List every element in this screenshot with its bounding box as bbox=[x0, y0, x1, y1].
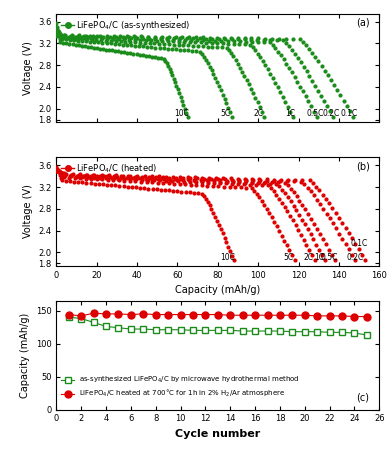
LiFePO$_4$/C heated at 700°C for 1h in 2% H$_2$/Ar atmosphere bbox=[315, 313, 319, 319]
Y-axis label: Voltage (V): Voltage (V) bbox=[23, 184, 33, 239]
Text: 0.2C: 0.2C bbox=[347, 253, 364, 262]
as-synthesized LiFePO$_4$/C by microwave hydrothermal method bbox=[67, 315, 71, 320]
LiFePO$_4$/C heated at 700°C for 1h in 2% H$_2$/Ar atmosphere bbox=[278, 312, 282, 318]
LiFePO$_4$/C heated at 700°C for 1h in 2% H$_2$/Ar atmosphere bbox=[302, 312, 307, 318]
Legend: LiFePO$_4$/C (heated): LiFePO$_4$/C (heated) bbox=[61, 161, 158, 176]
LiFePO$_4$/C heated at 700°C for 1h in 2% H$_2$/Ar atmosphere bbox=[352, 314, 357, 319]
as-synthesized LiFePO$_4$/C by microwave hydrothermal method bbox=[203, 328, 208, 333]
Y-axis label: Capacity (mAh/g): Capacity (mAh/g) bbox=[20, 312, 30, 398]
as-synthesized LiFePO$_4$/C by microwave hydrothermal method bbox=[340, 330, 344, 335]
as-synthesized LiFePO$_4$/C by microwave hydrothermal method bbox=[104, 324, 109, 329]
Line: as-synthesized LiFePO$_4$/C by microwave hydrothermal method: as-synthesized LiFePO$_4$/C by microwave… bbox=[66, 314, 370, 338]
Text: 0.1C: 0.1C bbox=[340, 109, 357, 118]
as-synthesized LiFePO$_4$/C by microwave hydrothermal method bbox=[216, 328, 220, 333]
Y-axis label: Voltage (V): Voltage (V) bbox=[23, 41, 33, 95]
LiFePO$_4$/C heated at 700°C for 1h in 2% H$_2$/Ar atmosphere bbox=[364, 314, 369, 319]
as-synthesized LiFePO$_4$/C by microwave hydrothermal method bbox=[253, 328, 258, 334]
LiFePO$_4$/C heated at 700°C for 1h in 2% H$_2$/Ar atmosphere bbox=[79, 313, 84, 319]
LiFePO$_4$/C heated at 700°C for 1h in 2% H$_2$/Ar atmosphere bbox=[153, 312, 158, 317]
LiFePO$_4$/C heated at 700°C for 1h in 2% H$_2$/Ar atmosphere bbox=[191, 312, 195, 317]
Line: LiFePO$_4$/C heated at 700°C for 1h in 2% H$_2$/Ar atmosphere: LiFePO$_4$/C heated at 700°C for 1h in 2… bbox=[65, 310, 370, 320]
X-axis label: Capacity (mAh/g): Capacity (mAh/g) bbox=[175, 285, 261, 295]
LiFePO$_4$/C heated at 700°C for 1h in 2% H$_2$/Ar atmosphere bbox=[116, 311, 121, 317]
as-synthesized LiFePO$_4$/C by microwave hydrothermal method bbox=[364, 332, 369, 338]
LiFePO$_4$/C heated at 700°C for 1h in 2% H$_2$/Ar atmosphere bbox=[178, 312, 183, 317]
Text: 2C: 2C bbox=[253, 109, 263, 118]
as-synthesized LiFePO$_4$/C by microwave hydrothermal method bbox=[153, 327, 158, 333]
Text: 5C: 5C bbox=[284, 253, 294, 262]
as-synthesized LiFePO$_4$/C by microwave hydrothermal method bbox=[79, 316, 84, 321]
as-synthesized LiFePO$_4$/C by microwave hydrothermal method bbox=[240, 328, 245, 334]
LiFePO$_4$/C heated at 700°C for 1h in 2% H$_2$/Ar atmosphere bbox=[290, 312, 295, 318]
Text: 0.1C: 0.1C bbox=[350, 239, 368, 248]
Legend: as-synthesized LiFePO$_4$/C by microwave hydrothermal method, LiFePO$_4$/C heate: as-synthesized LiFePO$_4$/C by microwave… bbox=[60, 374, 301, 400]
as-synthesized LiFePO$_4$/C by microwave hydrothermal method bbox=[141, 326, 145, 332]
Text: (b): (b) bbox=[356, 162, 370, 171]
as-synthesized LiFePO$_4$/C by microwave hydrothermal method bbox=[290, 329, 295, 334]
as-synthesized LiFePO$_4$/C by microwave hydrothermal method bbox=[228, 328, 233, 333]
Text: 10C: 10C bbox=[174, 109, 189, 118]
Text: 0.5C: 0.5C bbox=[306, 109, 323, 118]
LiFePO$_4$/C heated at 700°C for 1h in 2% H$_2$/Ar atmosphere bbox=[129, 312, 133, 317]
LiFePO$_4$/C heated at 700°C for 1h in 2% H$_2$/Ar atmosphere bbox=[327, 313, 332, 319]
LiFePO$_4$/C heated at 700°C for 1h in 2% H$_2$/Ar atmosphere bbox=[265, 312, 270, 318]
LiFePO$_4$/C heated at 700°C for 1h in 2% H$_2$/Ar atmosphere bbox=[216, 312, 220, 317]
as-synthesized LiFePO$_4$/C by microwave hydrothermal method bbox=[166, 327, 170, 333]
LiFePO$_4$/C heated at 700°C for 1h in 2% H$_2$/Ar atmosphere bbox=[166, 312, 170, 317]
LiFePO$_4$/C heated at 700°C for 1h in 2% H$_2$/Ar atmosphere bbox=[104, 311, 109, 317]
Text: 1C: 1C bbox=[314, 253, 324, 262]
LiFePO$_4$/C heated at 700°C for 1h in 2% H$_2$/Ar atmosphere bbox=[340, 313, 344, 319]
Text: 0.2C: 0.2C bbox=[322, 109, 340, 118]
Text: 1C: 1C bbox=[286, 109, 296, 118]
as-synthesized LiFePO$_4$/C by microwave hydrothermal method bbox=[116, 325, 121, 330]
as-synthesized LiFePO$_4$/C by microwave hydrothermal method bbox=[352, 330, 357, 336]
as-synthesized LiFePO$_4$/C by microwave hydrothermal method bbox=[265, 328, 270, 334]
LiFePO$_4$/C heated at 700°C for 1h in 2% H$_2$/Ar atmosphere bbox=[91, 310, 96, 316]
as-synthesized LiFePO$_4$/C by microwave hydrothermal method bbox=[327, 330, 332, 335]
Text: (c): (c) bbox=[357, 393, 370, 403]
as-synthesized LiFePO$_4$/C by microwave hydrothermal method bbox=[178, 327, 183, 333]
LiFePO$_4$/C heated at 700°C for 1h in 2% H$_2$/Ar atmosphere bbox=[141, 311, 145, 317]
LiFePO$_4$/C heated at 700°C for 1h in 2% H$_2$/Ar atmosphere bbox=[240, 312, 245, 318]
Text: 5C: 5C bbox=[221, 109, 231, 118]
LiFePO$_4$/C heated at 700°C for 1h in 2% H$_2$/Ar atmosphere bbox=[228, 312, 233, 318]
LiFePO$_4$/C heated at 700°C for 1h in 2% H$_2$/Ar atmosphere bbox=[67, 312, 71, 317]
Text: 10C: 10C bbox=[221, 253, 235, 262]
Legend: LiFePO$_4$/C (as-synthesized): LiFePO$_4$/C (as-synthesized) bbox=[61, 18, 191, 32]
as-synthesized LiFePO$_4$/C by microwave hydrothermal method bbox=[91, 320, 96, 325]
Text: 0.5C: 0.5C bbox=[320, 253, 338, 262]
LiFePO$_4$/C heated at 700°C for 1h in 2% H$_2$/Ar atmosphere bbox=[203, 312, 208, 317]
as-synthesized LiFePO$_4$/C by microwave hydrothermal method bbox=[315, 329, 319, 334]
as-synthesized LiFePO$_4$/C by microwave hydrothermal method bbox=[278, 328, 282, 334]
as-synthesized LiFePO$_4$/C by microwave hydrothermal method bbox=[129, 326, 133, 332]
Text: 2C: 2C bbox=[304, 253, 314, 262]
as-synthesized LiFePO$_4$/C by microwave hydrothermal method bbox=[191, 328, 195, 333]
X-axis label: Cycle number: Cycle number bbox=[175, 429, 261, 439]
LiFePO$_4$/C heated at 700°C for 1h in 2% H$_2$/Ar atmosphere bbox=[253, 312, 258, 318]
Text: (a): (a) bbox=[356, 18, 370, 28]
as-synthesized LiFePO$_4$/C by microwave hydrothermal method bbox=[302, 329, 307, 334]
